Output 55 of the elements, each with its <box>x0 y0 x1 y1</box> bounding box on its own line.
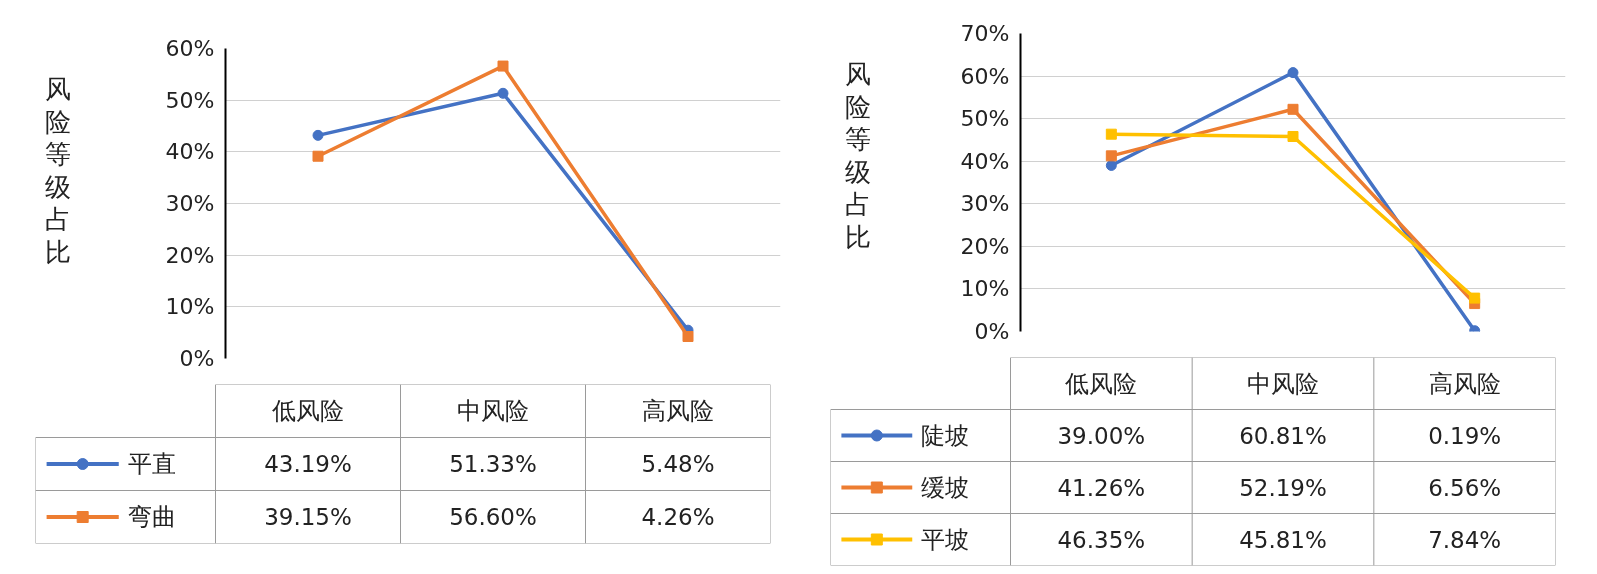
y-tick-label: 70% <box>960 21 1010 46</box>
y-tick-label: 10% <box>960 276 1010 302</box>
point <box>1287 103 1299 115</box>
y-axis-title: 风险等级占比 <box>45 73 72 268</box>
data-label: 46.35% <box>1057 526 1146 553</box>
data-label: 0.19% <box>1428 422 1502 449</box>
y-tick-label: 20% <box>960 233 1010 259</box>
point <box>1287 130 1299 142</box>
y-tick-label: 40% <box>165 139 215 165</box>
y-tick-label: 30% <box>960 191 1010 217</box>
point <box>1105 159 1117 171</box>
y-tick-label: 30% <box>165 191 215 216</box>
data-label: 51.33% <box>449 451 537 477</box>
y-tick-label: 50% <box>165 87 215 113</box>
data-label: 6.56% <box>1428 474 1502 501</box>
y-tick-label: 60% <box>165 36 215 61</box>
legend-label: 陡坡 <box>921 421 970 450</box>
data-label: 4.26% <box>641 504 715 530</box>
y-tick-label: 0% <box>974 319 1010 344</box>
data-label: 5.48% <box>641 451 715 477</box>
point <box>312 150 324 162</box>
data-label: 60.81% <box>1239 422 1327 449</box>
legend-label: 平坡 <box>921 525 970 554</box>
x-tick-label: 低风险 <box>272 397 344 425</box>
point <box>497 87 509 99</box>
x-tick-label: 高风险 <box>642 397 714 425</box>
data-label: 41.26% <box>1057 474 1146 501</box>
data-label: 39.00% <box>1057 422 1146 449</box>
data-label: 52.19% <box>1239 474 1327 501</box>
point <box>312 129 324 141</box>
y-axis-title: 风险等级占比 <box>845 58 872 253</box>
y-tick-label: 0% <box>179 346 215 371</box>
legend-label: 平直 <box>128 450 176 478</box>
data-label: 56.60% <box>449 504 537 530</box>
point <box>682 330 694 342</box>
point <box>1105 128 1117 140</box>
y-tick-label: 60% <box>960 63 1010 89</box>
legend-label: 弯曲 <box>128 503 176 531</box>
x-tick-label: 中风险 <box>457 397 529 425</box>
data-label: 39.15% <box>264 504 352 530</box>
x-tick-label: 中风险 <box>1247 369 1319 398</box>
data-label: 43.19% <box>264 451 352 477</box>
y-tick-label: 40% <box>960 148 1010 174</box>
x-tick-label: 低风险 <box>1065 369 1138 398</box>
y-tick-label: 50% <box>960 106 1010 132</box>
point <box>1105 150 1117 162</box>
point <box>1287 67 1299 79</box>
y-tick-label: 10% <box>165 294 215 320</box>
point <box>1469 292 1481 304</box>
x-tick-label: 高风险 <box>1428 369 1501 398</box>
legend-label: 缓坡 <box>921 473 970 502</box>
point <box>497 60 509 72</box>
data-label: 7.84% <box>1428 526 1502 553</box>
y-tick-label: 20% <box>165 242 215 268</box>
data-label: 45.81% <box>1239 526 1327 553</box>
